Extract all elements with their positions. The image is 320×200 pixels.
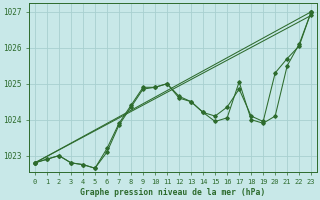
X-axis label: Graphe pression niveau de la mer (hPa): Graphe pression niveau de la mer (hPa) (80, 188, 266, 197)
